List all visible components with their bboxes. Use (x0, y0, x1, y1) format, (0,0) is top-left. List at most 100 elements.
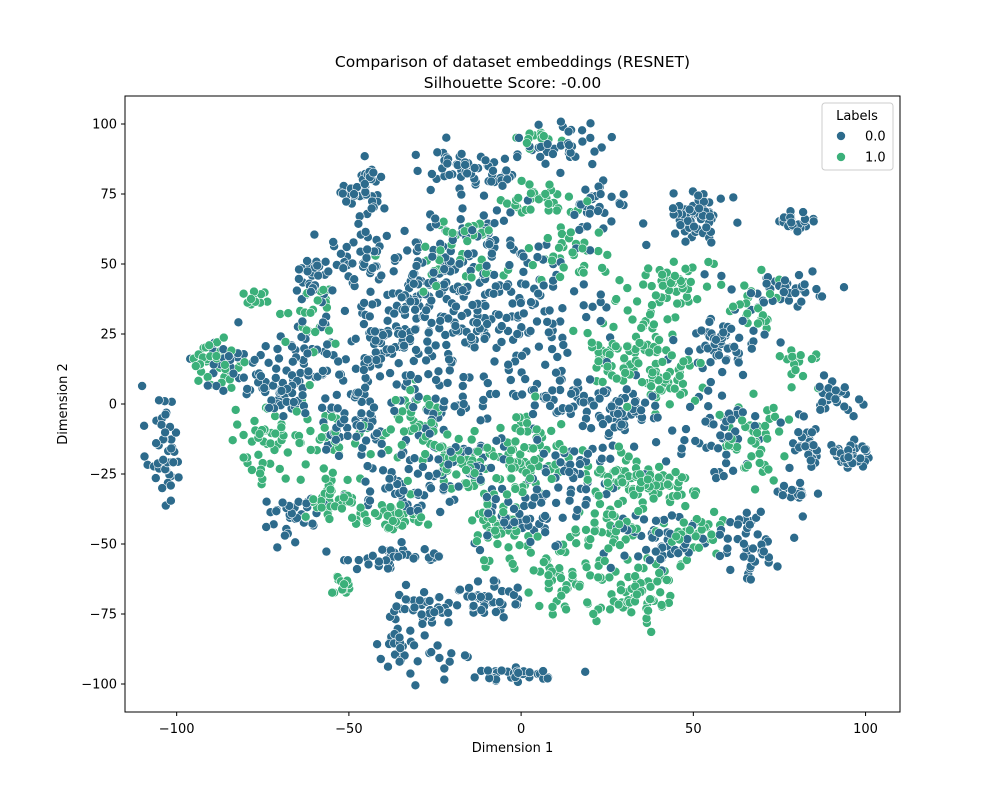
point-label-0.0 (597, 453, 607, 464)
point-label-0.0 (538, 666, 548, 676)
point-label-1.0 (593, 490, 604, 501)
point-label-0.0 (318, 317, 328, 328)
point-label-0.0 (371, 355, 382, 365)
point-label-0.0 (419, 544, 430, 555)
point-label-0.0 (337, 188, 348, 199)
point-label-0.0 (392, 479, 403, 489)
point-label-1.0 (276, 422, 287, 433)
point-label-0.0 (551, 367, 561, 378)
point-label-1.0 (597, 377, 608, 387)
point-label-0.0 (606, 192, 617, 202)
point-label-0.0 (557, 512, 568, 523)
point-label-1.0 (703, 257, 714, 267)
point-label-0.0 (655, 554, 666, 565)
point-label-1.0 (589, 526, 600, 537)
point-label-0.0 (542, 139, 553, 149)
point-label-1.0 (310, 327, 321, 337)
point-label-0.0 (410, 680, 421, 691)
point-label-0.0 (398, 485, 409, 496)
point-label-0.0 (618, 189, 629, 199)
point-label-1.0 (593, 356, 604, 367)
point-label-0.0 (605, 453, 616, 464)
point-label-1.0 (610, 341, 621, 352)
point-label-1.0 (507, 559, 518, 569)
point-label-0.0 (446, 648, 457, 659)
point-label-0.0 (171, 427, 181, 438)
point-label-1.0 (709, 507, 719, 517)
point-label-0.0 (619, 550, 630, 561)
point-label-1.0 (327, 467, 338, 478)
point-label-1.0 (426, 417, 437, 428)
point-label-1.0 (442, 429, 453, 440)
point-label-0.0 (563, 126, 574, 137)
point-label-0.0 (544, 305, 555, 316)
point-label-1.0 (469, 468, 480, 478)
point-label-1.0 (581, 562, 592, 573)
point-label-0.0 (428, 267, 439, 278)
point-label-0.0 (502, 174, 513, 185)
point-label-1.0 (324, 514, 335, 524)
point-label-1.0 (765, 289, 775, 299)
point-label-1.0 (461, 465, 471, 475)
point-label-0.0 (416, 609, 427, 620)
point-label-0.0 (341, 196, 352, 207)
point-label-0.0 (418, 462, 428, 472)
point-label-0.0 (360, 382, 370, 393)
point-label-1.0 (694, 542, 704, 553)
point-label-0.0 (808, 216, 819, 227)
point-label-0.0 (303, 366, 314, 377)
point-label-1.0 (567, 247, 578, 258)
y-axis-ticks: −100 −75 −50 −25 0 25 50 75 100 (81, 118, 125, 693)
point-label-0.0 (353, 555, 364, 565)
point-label-0.0 (491, 435, 502, 446)
point-label-0.0 (464, 583, 474, 593)
point-label-1.0 (506, 463, 517, 474)
point-label-1.0 (748, 388, 759, 399)
point-label-0.0 (424, 596, 435, 606)
point-label-1.0 (646, 381, 656, 392)
point-label-1.0 (680, 501, 691, 511)
point-label-1.0 (546, 474, 557, 484)
point-label-0.0 (274, 353, 284, 364)
point-label-1.0 (754, 458, 765, 468)
point-label-1.0 (636, 323, 647, 333)
point-label-0.0 (581, 484, 591, 495)
point-label-1.0 (689, 490, 700, 500)
point-label-1.0 (526, 188, 536, 199)
point-label-0.0 (538, 280, 549, 291)
point-label-0.0 (493, 309, 504, 320)
point-label-0.0 (157, 483, 167, 493)
point-label-0.0 (787, 485, 797, 495)
point-label-1.0 (582, 474, 593, 485)
x-tick-label: −100 (159, 722, 195, 737)
point-label-0.0 (732, 217, 743, 228)
point-label-0.0 (408, 553, 419, 564)
point-label-1.0 (622, 283, 633, 293)
point-label-0.0 (320, 256, 331, 267)
point-label-0.0 (650, 400, 661, 411)
point-label-0.0 (543, 327, 554, 338)
point-label-1.0 (226, 382, 237, 393)
point-label-0.0 (606, 132, 617, 142)
point-label-0.0 (359, 319, 369, 329)
point-label-0.0 (443, 459, 454, 470)
point-label-0.0 (370, 335, 381, 346)
x-tick-label: 0 (517, 722, 525, 737)
point-label-0.0 (467, 225, 478, 235)
point-label-0.0 (644, 555, 655, 566)
point-label-0.0 (580, 499, 591, 510)
point-label-0.0 (430, 393, 441, 404)
point-label-0.0 (580, 184, 591, 195)
point-label-0.0 (685, 402, 695, 412)
point-label-0.0 (501, 281, 512, 292)
point-label-1.0 (581, 525, 591, 535)
point-label-0.0 (679, 435, 690, 446)
point-label-0.0 (360, 227, 371, 237)
point-label-1.0 (750, 484, 760, 495)
point-label-0.0 (490, 494, 501, 504)
y-tick-label: −100 (81, 678, 117, 693)
point-label-1.0 (655, 587, 666, 598)
point-label-0.0 (577, 125, 587, 136)
point-label-1.0 (675, 561, 686, 572)
point-label-0.0 (705, 211, 715, 222)
